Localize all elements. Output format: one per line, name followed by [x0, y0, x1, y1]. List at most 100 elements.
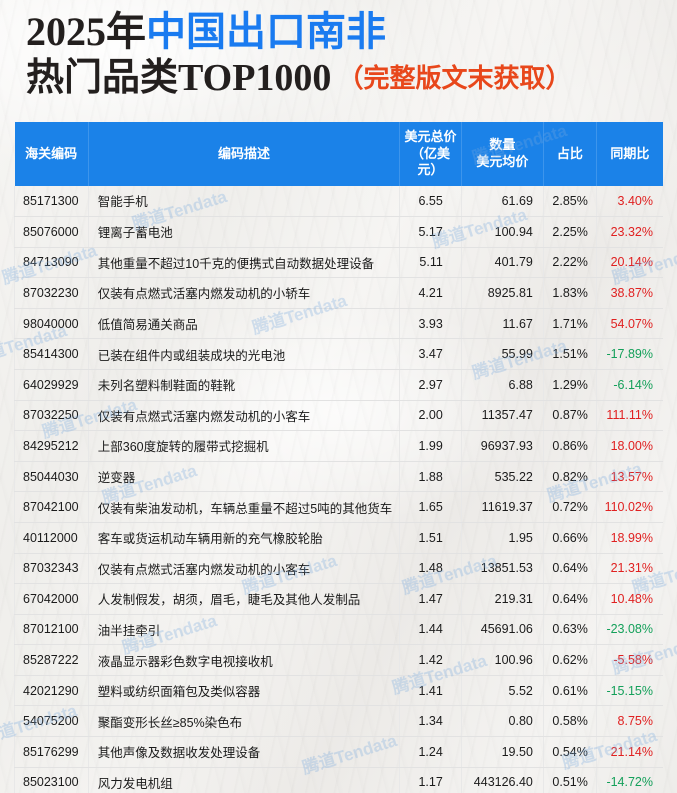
cell-hs-code: 67042000	[14, 583, 89, 615]
cell-description: 逆变器	[88, 461, 401, 493]
cell-total-value: 1.47	[399, 583, 462, 615]
cell-quantity: 401.79	[461, 247, 544, 279]
table-row[interactable]: 42021290 塑料或纺织面箱包及类似容器 1.41 5.52 0.61% -15.15…	[14, 675, 663, 707]
cell-share: 0.62%	[543, 644, 597, 676]
cell-share: 1.83%	[543, 277, 597, 309]
table-row[interactable]: 67042000 人发制假发，胡须，眉毛，睫毛及其他人发制品 1.47 219.31 0…	[14, 583, 663, 615]
table-header: 海关编码 编码描述 美元总价 （亿美元） 数量 美元均价 占比 同期比	[14, 122, 663, 186]
column-header-quantity[interactable]: 数量 美元均价	[461, 122, 544, 186]
table-row[interactable]: 87032230 仅装有点燃式活塞内燃发动机的小轿车 4.21 8925.81 1.83…	[14, 277, 663, 309]
cell-quantity: 11357.47	[461, 400, 544, 432]
column-header-yoy[interactable]: 同期比	[596, 122, 663, 186]
column-header-description[interactable]: 编码描述	[88, 122, 401, 186]
cell-description: 聚酯变形长丝≥85%染色布	[88, 705, 401, 738]
title-highlight: 中国出口南非	[146, 9, 386, 54]
cell-description: 仅装有点燃式活塞内燃发动机的小客车	[88, 400, 401, 432]
table-row[interactable]: 98040000 低值简易通关商品 3.93 11.67 1.71% 54.07%	[14, 308, 663, 340]
cell-share: 0.86%	[543, 430, 597, 462]
table-row[interactable]: 87042100 仅装有柴油发动机，车辆总重量不超过5吨的其他货车 1.65 1161…	[14, 491, 663, 523]
column-header-sublabel: （亿美元）	[411, 145, 451, 178]
title-subject: 热门品类TOP1000	[26, 56, 332, 99]
table-row[interactable]: 85044030 逆变器 1.88 535.22 0.82% 13.57%	[14, 461, 663, 493]
cell-quantity: 11619.37	[461, 491, 544, 523]
table-row[interactable]: 85076000 锂离子蓄电池 5.17 100.94 2.25% 23.32%	[14, 216, 663, 248]
cell-hs-code: 85414300	[14, 338, 89, 370]
cell-share: 0.66%	[543, 522, 597, 554]
table-row[interactable]: 85414300 已装在组件内或组装成块的光电池 3.47 55.99 1.51% -17…	[14, 338, 663, 370]
cell-total-value: 1.65	[399, 491, 462, 523]
column-header-total-value[interactable]: 美元总价 （亿美元）	[399, 122, 462, 186]
cell-hs-code: 87032230	[14, 277, 89, 309]
cell-total-value: 1.42	[399, 644, 462, 676]
cell-quantity: 100.96	[461, 644, 544, 676]
table-row[interactable]: 64029929 未列名塑料制鞋面的鞋靴 2.97 6.88 1.29% -6.14%	[14, 369, 663, 401]
table-row[interactable]: 40112000 客车或货运机动车辆用新的充气橡胶轮胎 1.51 1.95 0.66% 1…	[14, 522, 663, 554]
cell-total-value: 5.17	[399, 216, 462, 248]
table-row[interactable]: 87032250 仅装有点燃式活塞内燃发动机的小客车 2.00 11357.47 0.8…	[14, 400, 663, 432]
cell-total-value: 6.55	[399, 185, 462, 217]
cell-share: 0.61%	[543, 675, 597, 707]
cell-description: 上部360度旋转的履带式挖掘机	[88, 430, 401, 462]
cell-share: 1.29%	[543, 369, 597, 401]
cell-description: 塑料或纺织面箱包及类似容器	[88, 675, 401, 707]
cell-yoy: 13.57%	[596, 461, 663, 493]
title-note: （完整版文末获取）	[337, 63, 572, 93]
table-row[interactable]: 85176299 其他声像及数据收发处理设备 1.24 19.50 0.54% 21.14…	[14, 736, 663, 768]
cell-total-value: 1.48	[399, 553, 462, 585]
cell-description: 未列名塑料制鞋面的鞋靴	[88, 369, 401, 401]
table-row[interactable]: 85287222 液晶显示器彩色数字电视接收机 1.42 100.96 0.62% -5.…	[14, 644, 663, 676]
cell-quantity: 100.94	[461, 216, 544, 248]
cell-yoy: -14.72%	[596, 767, 663, 793]
column-header-sublabel: 美元均价	[476, 153, 529, 169]
cell-quantity: 8925.81	[461, 277, 544, 309]
column-header-label: 编码描述	[217, 145, 270, 161]
title-line-2: 热门品类TOP1000 （完整版文末获取）	[26, 57, 646, 100]
column-header-label: 同期比	[610, 145, 650, 161]
cell-quantity: 443126.40	[461, 767, 544, 793]
cell-hs-code: 84295212	[14, 430, 89, 462]
cell-description: 仅装有点燃式活塞内燃发动机的小客车	[88, 553, 401, 585]
cell-description: 客车或货运机动车辆用新的充气橡胶轮胎	[88, 522, 401, 554]
table-row[interactable]: 85171300 智能手机 6.55 61.69 2.85% 3.40%	[14, 185, 663, 217]
cell-yoy: -17.89%	[596, 338, 663, 370]
cell-quantity: 96937.93	[461, 430, 544, 462]
cell-share: 2.22%	[543, 247, 597, 279]
cell-yoy: 21.31%	[596, 553, 663, 585]
cell-quantity: 219.31	[461, 583, 544, 615]
cell-total-value: 1.44	[399, 614, 462, 646]
table-row[interactable]: 87032343 仅装有点燃式活塞内燃发动机的小客车 1.48 13851.53 0.6…	[14, 553, 663, 585]
cell-total-value: 4.21	[399, 277, 462, 309]
cell-hs-code: 40112000	[14, 522, 89, 554]
cell-yoy: 3.40%	[596, 185, 663, 217]
cell-yoy: -6.14%	[596, 369, 663, 401]
cell-share: 0.72%	[543, 491, 597, 523]
cell-description: 人发制假发，胡须，眉毛，睫毛及其他人发制品	[88, 583, 401, 615]
title-line-1: 2025年中国出口南非	[26, 9, 646, 55]
cell-quantity: 0.80	[461, 705, 544, 738]
cell-description: 其他声像及数据收发处理设备	[88, 736, 401, 768]
cell-quantity: 11.67	[461, 308, 544, 340]
cell-share: 0.63%	[543, 614, 597, 646]
cell-hs-code: 87012100	[14, 614, 89, 646]
cell-total-value: 2.00	[399, 400, 462, 432]
table-row[interactable]: 85023100 风力发电机组 1.17 443126.40 0.51% -14.72%	[14, 767, 663, 793]
table-row[interactable]: 87012100 油半挂牵引 1.44 45691.06 0.63% -23.08%	[14, 614, 663, 646]
cell-yoy: 10.48%	[596, 583, 663, 615]
cell-yoy: 110.02%	[596, 491, 663, 523]
column-header-label: 海关编码	[25, 145, 78, 161]
column-header-share[interactable]: 占比	[543, 122, 597, 186]
cell-yoy: 54.07%	[596, 308, 663, 340]
cell-hs-code: 64029929	[14, 369, 89, 401]
table-row[interactable]: 54075200 聚酯变形长丝≥85%染色布 1.34 0.80 0.58% 8.75%	[14, 705, 663, 738]
cell-total-value: 3.47	[399, 338, 462, 370]
title-year: 2025年	[26, 9, 146, 54]
table-row[interactable]: 84713090 其他重量不超过10千克的便携式自动数据处理设备 5.11 401.7…	[14, 247, 663, 279]
cell-total-value: 1.17	[399, 767, 462, 793]
cell-hs-code: 85176299	[14, 736, 89, 768]
column-header-hs-code[interactable]: 海关编码	[14, 122, 89, 186]
cell-quantity: 61.69	[461, 185, 544, 217]
column-header-label: 数量	[489, 137, 516, 153]
table-row[interactable]: 84295212 上部360度旋转的履带式挖掘机 1.99 96937.93 0.86%…	[14, 430, 663, 462]
cell-description: 其他重量不超过10千克的便携式自动数据处理设备	[88, 247, 401, 279]
cell-total-value: 1.41	[399, 675, 462, 707]
